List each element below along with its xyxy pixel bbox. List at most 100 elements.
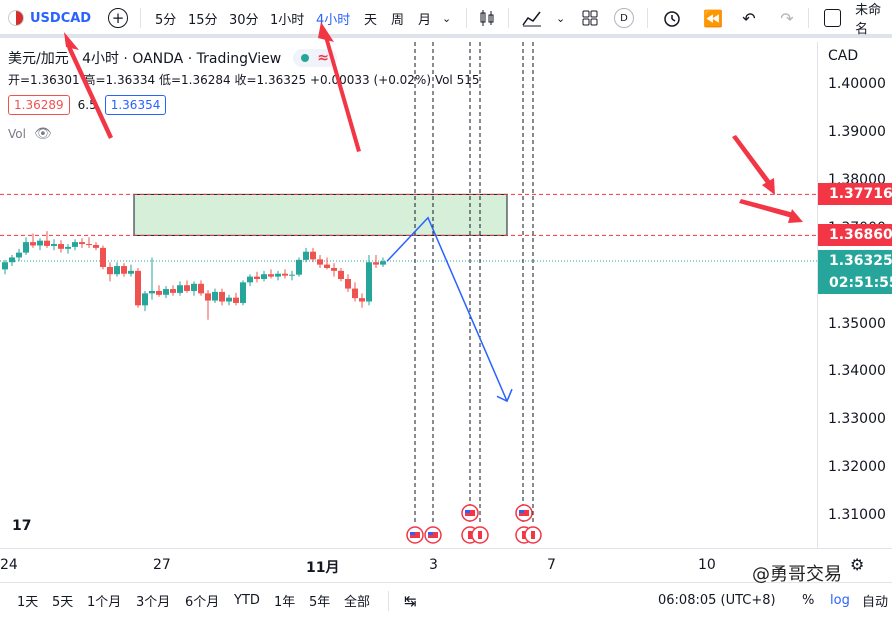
candle-body [352,288,358,299]
tradingview-logo[interactable]: 17 [12,518,31,534]
goto-date-button[interactable]: ↹ [404,583,417,618]
separator [388,591,389,611]
add-symbol-button[interactable]: + [108,0,128,36]
candle-body [240,282,246,303]
range-all[interactable]: 全部 [344,583,370,618]
undo-button[interactable]: ↶ [738,0,760,36]
candle-body [268,274,274,277]
auto-toggle[interactable]: 自动 [862,583,888,618]
interval-1d[interactable]: 天 [364,0,377,36]
log-toggle[interactable]: log [830,583,850,618]
candle-body [191,283,197,291]
range-1y[interactable]: 1年 [274,583,295,618]
range-ytd[interactable]: YTD [234,583,260,618]
range-3m[interactable]: 3个月 [136,583,170,618]
separator [140,8,141,28]
chart-pane[interactable] [0,42,817,548]
time-axis[interactable]: 24 27 11月 3 7 10 ⚙ [0,548,892,582]
interval-5m[interactable]: 5分 [155,0,176,36]
calendar-range-icon: ↹ [404,591,417,610]
range-6m[interactable]: 6个月 [185,583,219,618]
candle-body [79,242,85,245]
symbol-label: USDCAD [30,10,92,26]
alert-button[interactable] [662,0,682,36]
projection-path [386,216,508,402]
percent-toggle[interactable]: % [802,583,814,618]
candle-body [128,270,134,274]
candle-body [100,247,106,268]
candle-body [247,276,253,283]
legend-title: 美元/加元 · 4小时 · OANDA · TradingView [8,51,282,67]
d-button[interactable]: D [614,0,634,36]
candle-type-button[interactable] [478,0,496,36]
interval-30m[interactable]: 30分 [229,0,259,36]
price-tag: 1.36860 [818,224,892,247]
interval-1mo[interactable]: 月 [418,0,431,36]
price-tag-value: 1.36325 [829,253,892,270]
layout-name-button[interactable]: 未命名 [824,0,892,37]
range-5d[interactable]: 5天 [52,583,73,618]
bid-ask: 1.36289 6.5 1.36354 [8,95,167,115]
spread-value: 6.5 [77,98,97,112]
range-label: 1年 [274,595,296,610]
candle-body [163,289,169,295]
candlestick-icon [480,10,494,26]
us-flag-canton [428,532,433,535]
auto-label: 自动 [862,595,889,610]
rewind-icon: ⏪ [703,8,723,28]
range-1d[interactable]: 1天 [17,583,38,618]
range-label: 5年 [309,595,331,610]
candle-body [9,257,15,263]
separator [808,8,809,28]
range-label: YTD [234,593,260,608]
candle-body [170,289,176,293]
wave-icon: ≈ [317,50,329,66]
range-5y[interactable]: 5年 [309,583,330,618]
range-label: 5天 [52,595,74,610]
replay-button[interactable]: ⏪ [702,0,724,36]
eye-slash-icon[interactable]: 👁 [33,126,52,142]
settings-gear-icon[interactable]: ⚙ [850,555,865,574]
interval-1w[interactable]: 周 [391,0,404,36]
candle-body [359,298,365,302]
interval-label: 15分 [188,12,218,28]
separator [466,8,467,28]
layout-button[interactable] [581,0,599,36]
clock-timezone[interactable]: 06:08:05 (UTC+8) [658,583,776,618]
range-1m[interactable]: 1个月 [87,583,121,618]
price-tick-label: 1.40000 [828,76,886,92]
range-label: 1个月 [87,595,122,610]
time-tick-label: 3 [429,557,438,573]
interval-4h[interactable]: 4小时 [316,0,350,36]
symbol-search[interactable]: USDCAD [8,0,91,36]
candle-body [226,297,232,302]
market-status-pill[interactable]: ≈ [293,49,337,67]
interval-15m[interactable]: 15分 [188,0,218,36]
redo-icon: ↷ [780,8,794,28]
interval-label: 月 [418,12,432,28]
candle-body [289,274,295,276]
time-tick-label: 24 [0,557,18,573]
separator [508,8,509,28]
interval-1h[interactable]: 1小时 [270,0,304,36]
time-tick-label: 10 [698,557,716,573]
projection-arrowhead [496,388,513,403]
chart-legend: 美元/加元 · 4小时 · OANDA · TradingView ≈ [8,48,337,68]
currency-label[interactable]: CAD [828,48,859,64]
indicators-button[interactable] [522,0,542,36]
price-tag: 1.37716 [818,183,892,206]
price-axis[interactable]: CAD 1.400001.390001.380001.370001.360001… [817,42,892,548]
ca-flag-icon [468,531,472,539]
candle-body [44,240,50,246]
interval-dropdown[interactable]: ⌄ [442,0,451,36]
redo-button[interactable]: ↷ [776,0,798,36]
range-label: 6个月 [185,595,220,610]
candle-body [51,244,57,246]
buy-price-button[interactable]: 1.36354 [104,95,167,115]
interval-label: 5分 [155,12,177,28]
indicators-dropdown[interactable]: ⌄ [556,0,565,36]
candle-body [23,242,29,253]
candle-body [156,290,162,295]
candle-body [310,251,316,260]
sell-price-button[interactable]: 1.36289 [8,95,70,115]
